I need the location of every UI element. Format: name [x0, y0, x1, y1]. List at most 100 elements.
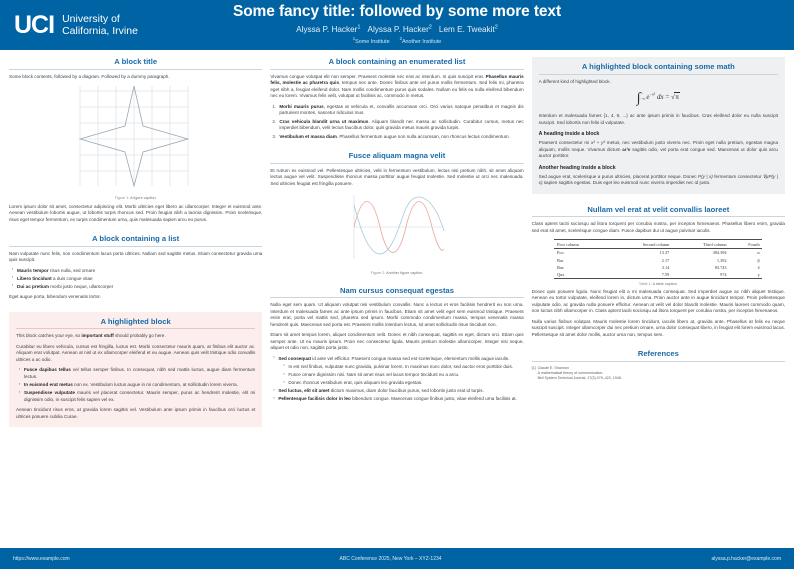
list-item: In euismod erat metus non ex. Vestibulum… — [19, 382, 255, 389]
figure-1-label: Figure 1: — [114, 195, 130, 200]
block-enumerated-list: A block containing an enumerated list Vi… — [270, 57, 524, 141]
footer-email-link[interactable]: alyssa.p.hacker@example.com — [711, 555, 781, 562]
figure-2-label: Figure 2: — [370, 270, 386, 275]
figure-sine-plot: Figure 2: Another figure caption. — [270, 191, 523, 275]
uci-logo-line1: University of — [62, 12, 120, 25]
table-header: First column Second column Third column … — [554, 239, 763, 250]
column-header: Second column — [608, 239, 672, 250]
block-title: A highlighted block containing some math — [538, 62, 778, 75]
list-item: Suspendisse vulputate mauris vel placera… — [19, 390, 255, 403]
list-item: Sed luctus, elit sit amet dictum maximus… — [273, 388, 523, 395]
nullam-intro-paragraph: Class aptent taciti sociosqu ad litora t… — [531, 221, 785, 233]
reference-body: Claude E. Shannon A mathematical theory … — [538, 366, 785, 382]
institute-1: 1Some Institute — [352, 35, 390, 45]
table-cell: 384.394 — [712, 250, 727, 256]
subheading-2-paragraph: Sed augue erat, scelerisque a purus ultr… — [538, 173, 778, 186]
column-1: A block title Some block contents, follo… — [9, 57, 263, 544]
nullam-paragraph-2: Nulla varius finibus volutpat. Mauris mo… — [531, 318, 785, 337]
block-title: A highlighted block — [16, 317, 256, 330]
uci-logo-subtitle: University of California, Irvine — [62, 13, 138, 38]
gaussian-integral-equation: ∫∞ −∞e−x² dx = √π — [636, 90, 680, 107]
table-row: Bar 2.17 1,392 β — [554, 257, 762, 264]
figure-2-caption-text: Another figure caption. — [386, 270, 424, 275]
block-references: References [1] Claude E. Shannon A mathe… — [531, 349, 785, 382]
table-cell: δ — [757, 264, 760, 270]
block-a-block-title: A block title Some block contents, follo… — [9, 57, 263, 223]
table-cell: Foo — [556, 250, 564, 256]
list-item: Cras vehicula blandit urna ut maximus. A… — [272, 118, 524, 131]
highlight-lead-text: This block catches your eye, so importan… — [16, 333, 166, 339]
block-nam-cursus-consequat-egestas: Nam cursus consequat egestas Nulla eget … — [270, 286, 524, 403]
table-cell: 83.743 — [714, 264, 727, 270]
table-cell: γ — [729, 270, 763, 280]
block-fusce-aliquam-magna-velit: Fusce aliquam magna velit Et rutrum ex e… — [270, 151, 524, 275]
highlight-bullet-list: Fusce dapibus tellus vel tellus semper f… — [16, 367, 255, 403]
block-nullam-vel-erat: Nullam vel erat at velit convallis laore… — [531, 205, 785, 339]
reference-list: [1] Claude E. Shannon A mathematical the… — [532, 366, 785, 382]
figure-2-caption: Figure 2: Another figure caption. — [270, 271, 523, 275]
block-subheading-1: A heading inside a block — [538, 131, 600, 138]
poster-header: UCI University of California, Irvine Som… — [0, 0, 794, 50]
enum-block-intro: Vivamus congue volutpat elit non semper.… — [270, 73, 524, 99]
highlight-outro-paragraph: Aenean tincidunt risus eros, at gravida … — [16, 407, 256, 419]
nam-cursus-paragraph-2: Etiam sit amet tempus lorem, aliquet con… — [270, 332, 524, 351]
bullet-list: Mauris tempor risus nulla, sed ornare Li… — [9, 267, 262, 291]
list-item: Morbi mauris purus, egestas at vehicula … — [272, 103, 524, 116]
list-block-intro: Nam vulputate nunc felis, non condimentu… — [9, 250, 263, 263]
block-title: Fusce aliquam magna velit — [270, 151, 524, 164]
list-item: Dui ac pretium morbi justo neque, ullamc… — [12, 283, 262, 291]
enumerated-list: Morbi mauris purus, egestas at vehicula … — [270, 104, 523, 141]
references-title: References — [531, 349, 785, 362]
math-block-intro: A different kind of highlighted block. — [538, 78, 611, 84]
block-title: A block title — [9, 57, 263, 70]
uci-wordmark: UCI — [14, 10, 55, 39]
author-2: Alyssa P. Hacker2 — [367, 24, 432, 34]
column-2: A block containing an enumerated list Vi… — [270, 57, 524, 544]
list-item: Fusce ornare dignissim nisi. Nam sit ame… — [283, 372, 523, 379]
table-cell: 7.59 — [608, 270, 672, 280]
reference-item: [1] Claude E. Shannon A mathematical the… — [532, 366, 785, 382]
list-item: In est nisl finibus, vulputate nunc grav… — [283, 363, 523, 371]
author-2-mark: 2 — [428, 24, 432, 30]
math-block-paragraph: Interdum et malesuada fames {1, 4, 9, ..… — [538, 113, 778, 125]
institute-2: 2Another Institute — [399, 35, 442, 45]
nested-bullet-list: In est nisl finibus, vulputate nunc grav… — [278, 363, 523, 387]
block-title: A block containing a list — [9, 234, 263, 247]
table-cell: 3.14 — [661, 264, 670, 270]
reference-number: [1] — [531, 365, 536, 370]
sine-plot-svg — [353, 195, 445, 260]
poster-footer: https://www.example.com ABC Conference 2… — [0, 548, 794, 569]
table-row: Qux 7.59 974 γ — [554, 270, 763, 280]
block-body-paragraph: Lorem ipsum dolor sit amet, consectetur … — [9, 203, 263, 222]
author-1-mark: 1 — [357, 24, 361, 30]
table-cell: 2.17 — [661, 257, 670, 263]
block-title: Nam cursus consequat egestas — [270, 286, 524, 299]
figure-star-diagram: Figure 1: A figure caption. — [9, 84, 262, 200]
column-header: First column — [554, 239, 609, 250]
column-header: Third column — [671, 239, 730, 250]
author-1: Alyssa P. Hacker1 — [296, 24, 361, 34]
reference-source: Bell System Technical Journal, 27(3):379… — [537, 376, 622, 381]
subheading-1-paragraph: Praesent consectetur mi x² + y² metus, n… — [538, 140, 778, 159]
list-item: Vestibulum et massa diam. Phasellus ferm… — [272, 133, 510, 140]
uci-logo-line2: California, Irvine — [62, 25, 138, 37]
table-body: Foo 13.37 384.394 α Bar 2.17 1,392 β — [554, 249, 763, 280]
author-3-mark: 2 — [494, 24, 498, 30]
figure-1-caption-text: A figure caption. — [130, 195, 157, 200]
column-3: A highlighted block containing some math… — [531, 57, 785, 544]
list-item: Libero tincidunt a duis congue vitae — [12, 275, 262, 283]
block-title: A block containing an enumerated list — [270, 57, 524, 70]
block-title: Nullam vel erat at velit convallis laore… — [531, 205, 785, 218]
poster-body: A block title Some block contents, follo… — [0, 50, 794, 544]
table-cell: β — [757, 257, 760, 263]
reference-author: Claude E. Shannon — [537, 365, 569, 370]
nam-cursus-bullet-list: Sed consequat id ante vel efficitur. Pra… — [270, 355, 523, 403]
table-cell: 13.37 — [659, 250, 670, 256]
list-item: Donec rhoncus vestibulum erat, quis aliq… — [283, 380, 523, 387]
block-a-block-containing-a-list: A block containing a list Nam vulputate … — [9, 234, 263, 301]
data-table: First column Second column Third column … — [554, 239, 763, 280]
footer-website-link[interactable]: https://www.example.com — [13, 555, 70, 562]
table-cell: 1,392 — [716, 257, 727, 263]
column-header: Fourth — [729, 239, 763, 250]
table-caption-label: Table 1: — [638, 281, 652, 286]
